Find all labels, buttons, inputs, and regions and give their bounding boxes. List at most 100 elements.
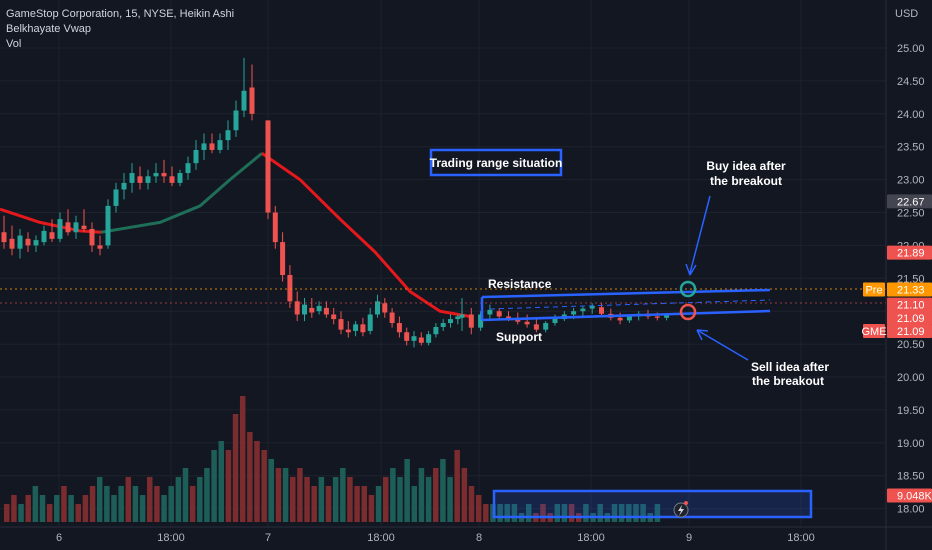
candle-body xyxy=(265,120,271,213)
time-axis[interactable]: 6 18:00 7 18:00 8 18:00 9 18:00 xyxy=(0,526,932,544)
volume-bar xyxy=(583,504,589,522)
candle-body xyxy=(375,301,380,315)
candle-body xyxy=(287,275,293,302)
candle-body xyxy=(65,222,71,233)
candle-body xyxy=(25,238,31,246)
candle-body xyxy=(599,307,604,314)
volume-bar xyxy=(247,432,253,522)
volume-bar xyxy=(597,504,603,522)
candle-body xyxy=(524,321,530,325)
candle-body xyxy=(137,176,143,183)
volume-bar xyxy=(61,486,67,522)
volume-bar xyxy=(218,441,224,522)
candle-body xyxy=(382,303,388,313)
volume-bar xyxy=(361,486,367,522)
price-tag-bg xyxy=(887,310,932,325)
candle-body xyxy=(233,110,239,131)
volume-bar xyxy=(254,441,260,522)
candle-body xyxy=(161,173,167,177)
price-tag-label: 21.09 xyxy=(897,326,925,338)
legend-volume[interactable]: Vol xyxy=(6,38,22,50)
candle-body xyxy=(589,305,595,309)
price-axis[interactable]: USD25.0024.5024.0023.5023.0022.5022.0021… xyxy=(885,0,932,550)
price-tick-label: 19.00 xyxy=(897,438,925,450)
sell-label-line1: Sell idea after xyxy=(751,360,829,374)
volume-bar xyxy=(154,486,160,522)
candle-body xyxy=(478,314,484,328)
volume-bar xyxy=(297,468,303,522)
price-tag-label: 22.67 xyxy=(897,196,925,208)
grid-lines xyxy=(0,0,886,527)
candle-body xyxy=(153,173,159,177)
volume-bar xyxy=(96,477,103,522)
time-tick-label: 8 xyxy=(476,532,482,544)
buy-circle xyxy=(679,280,697,298)
candle-body xyxy=(496,311,502,317)
volume-bar xyxy=(304,477,310,522)
volume-bar xyxy=(368,495,375,522)
volume-bar xyxy=(640,504,646,522)
candle-body xyxy=(323,307,329,315)
resistance-label: Resistance xyxy=(488,277,552,291)
legend-symbol[interactable]: GameStop Corporation, 15, NYSE, Heikin A… xyxy=(6,8,235,20)
volume-bar xyxy=(39,495,46,522)
candle-body xyxy=(360,324,366,333)
candle-body xyxy=(169,176,175,183)
time-tick-label: 7 xyxy=(265,532,271,544)
volume-bar xyxy=(468,486,475,522)
volume-bar xyxy=(18,504,24,522)
price-axis-bg xyxy=(886,0,932,550)
price-tick-label: 25.00 xyxy=(897,43,925,55)
candle-body xyxy=(113,189,119,206)
price-tag-bg xyxy=(887,297,932,312)
candle-body xyxy=(617,317,623,321)
volume-bar xyxy=(433,468,439,522)
price-tick-label: 22.50 xyxy=(897,208,925,220)
volume-bar xyxy=(404,459,410,522)
support-label: Support xyxy=(496,330,542,344)
price-tag-bg xyxy=(887,194,932,209)
lightning-icon-glyph xyxy=(678,505,684,516)
candle-body xyxy=(209,143,215,150)
volume-bar xyxy=(461,468,468,522)
volume-bar xyxy=(340,468,346,522)
volume-bar xyxy=(125,477,132,522)
volume-bar xyxy=(118,486,124,522)
volume-bar xyxy=(440,459,446,522)
candle-body xyxy=(338,319,344,330)
sell-label-line2: the breakout xyxy=(752,374,824,388)
volume-bar xyxy=(633,504,639,522)
time-tick-label: 18:00 xyxy=(367,532,395,544)
price-tick-label: 20.50 xyxy=(897,339,925,351)
volume-bar xyxy=(354,486,360,522)
notification-dot xyxy=(684,501,688,505)
candle-body xyxy=(33,240,39,246)
candle-body xyxy=(294,301,300,315)
vwap-green-segment xyxy=(100,152,263,234)
volume-bar xyxy=(483,504,489,522)
volume-bars xyxy=(4,396,661,522)
volume-bar xyxy=(497,504,503,522)
legend-vwap[interactable]: Belkhayate Vwap xyxy=(6,23,91,35)
volume-bar xyxy=(454,450,460,522)
volume-bar xyxy=(132,486,139,522)
volume-bar xyxy=(425,477,432,522)
volume-bar xyxy=(418,468,425,522)
volume-bar xyxy=(568,504,575,522)
time-tick-label: 6 xyxy=(56,532,62,544)
candle-body xyxy=(426,334,432,343)
volume-bar xyxy=(161,495,167,522)
volume-bar xyxy=(475,495,482,522)
volume-bar xyxy=(11,495,17,522)
candle-body xyxy=(626,316,632,321)
price-tag-label: 21.10 xyxy=(897,300,925,312)
candle-body xyxy=(129,173,135,183)
price-tag-prefix-bg xyxy=(863,282,885,297)
price-tag-label: 21.89 xyxy=(897,248,925,260)
volume-bar xyxy=(618,504,625,522)
buy-label-line2: the breakout xyxy=(710,174,782,188)
volume-bar xyxy=(268,459,275,522)
candle-body xyxy=(459,314,465,318)
price-tag-label: 21.33 xyxy=(897,284,925,296)
